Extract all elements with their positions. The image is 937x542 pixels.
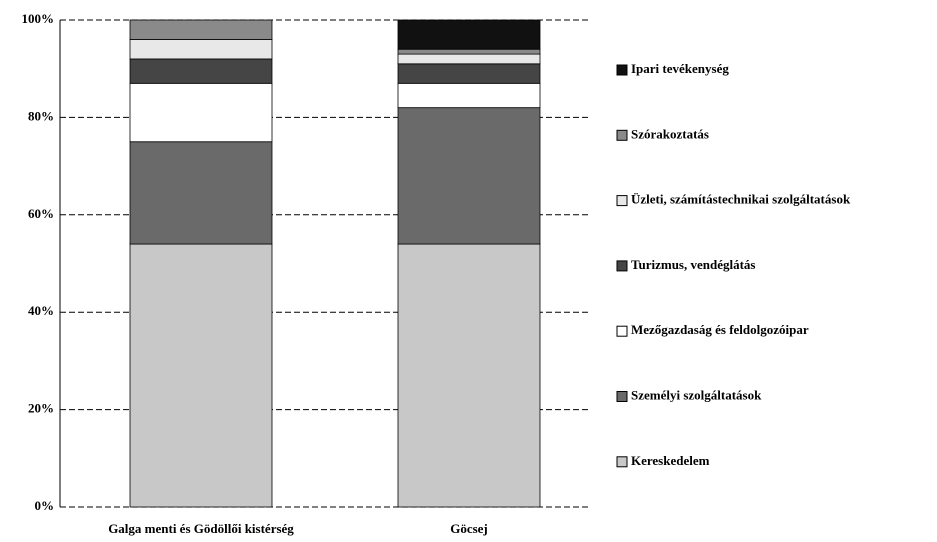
y-tick-label: 80% <box>28 108 54 123</box>
y-tick-label: 20% <box>28 401 54 416</box>
y-tick-label: 60% <box>28 206 54 221</box>
y-tick-label: 100% <box>22 11 55 26</box>
legend-swatch <box>616 456 628 468</box>
bar-segment <box>129 141 273 245</box>
legend-swatch <box>616 260 628 272</box>
legend-label: Üzleti, számítástechnikai szolgáltatások <box>631 192 851 207</box>
legend-label: Kereskedelem <box>631 453 710 468</box>
bar-segment <box>397 107 541 245</box>
legend-swatch <box>616 195 628 207</box>
legend-swatch <box>616 391 628 402</box>
bar-segment <box>129 243 273 508</box>
x-tick-label: Galga menti és Gödöllői kistérség <box>108 521 294 536</box>
bar-segment <box>129 39 273 60</box>
y-tick-label: 0% <box>35 498 55 513</box>
legend-label: Mezőgazdaság és feldolgozóipar <box>631 322 809 337</box>
x-tick-label: Göcsej <box>450 521 488 536</box>
bar-segment <box>397 243 541 508</box>
bar-segment <box>129 58 273 84</box>
bar-segment <box>397 53 541 65</box>
bar-segment <box>129 19 273 40</box>
legend-label: Szórakoztatás <box>631 126 709 141</box>
bar-segment <box>397 63 541 84</box>
bar-segment <box>397 48 541 55</box>
legend-swatch <box>616 129 628 141</box>
bar-segment <box>397 82 541 109</box>
legend-swatch <box>616 325 628 337</box>
legend-label: Személyi szolgáltatások <box>631 387 762 402</box>
legend-label: Turizmus, vendéglátás <box>631 257 755 272</box>
bar-segment <box>129 82 273 143</box>
bar-segment <box>397 19 541 50</box>
legend-label: Ipari tevékenység <box>631 61 729 76</box>
y-tick-label: 40% <box>28 303 54 318</box>
legend-swatch <box>616 64 628 76</box>
